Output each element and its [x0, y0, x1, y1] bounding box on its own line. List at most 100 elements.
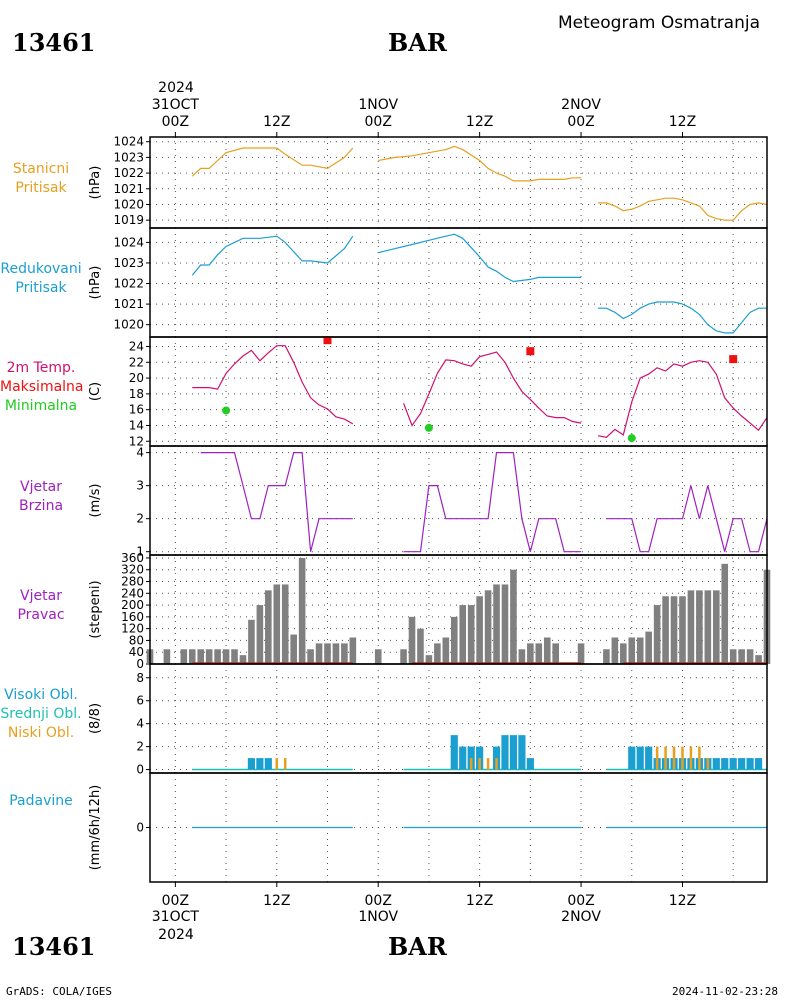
series-line — [403, 452, 582, 553]
wind-direction-bar — [543, 637, 551, 664]
low-cloud-bar — [275, 758, 279, 770]
wind-direction-bar — [687, 590, 695, 664]
bottom-hour-label: 00Z — [161, 893, 190, 909]
station-id-top: 13461 — [12, 28, 96, 57]
y-tick-label: 3 — [136, 479, 144, 493]
y-tick-label: 1024 — [113, 135, 144, 149]
wind-direction-bar — [729, 649, 737, 664]
bottom-hour-label: 00Z — [364, 893, 392, 909]
bottom-date-label: 31OCT — [151, 909, 199, 925]
top-date-label: 2NOV — [561, 97, 601, 113]
bottom-date-label: 2NOV — [561, 909, 601, 925]
low-cloud-bar — [689, 746, 693, 770]
wind-direction-bar — [746, 649, 754, 664]
high-cloud-bar — [450, 735, 458, 770]
wind-direction-bar — [180, 649, 188, 664]
panel-7: 0 (mm/6h/12h) — [88, 772, 768, 883]
wind-direction-bar — [408, 616, 416, 664]
high-cloud-bar — [636, 746, 644, 770]
low-cloud-bar — [469, 758, 473, 770]
low-cloud-bar — [495, 758, 498, 770]
y-tick-label: 22 — [129, 355, 144, 369]
y-tick-label: 240 — [121, 586, 144, 600]
wind-direction-bar — [620, 643, 627, 664]
low-cloud-bar — [664, 746, 667, 770]
y-tick-label: 24 — [129, 339, 144, 353]
y-tick-label: 1021 — [113, 182, 144, 196]
tmax-marker — [729, 355, 738, 364]
y-tick-label: 0 — [136, 821, 144, 835]
wind-direction-bar — [197, 649, 205, 664]
panel-label-3: 2m Temp. Maksimalna Minimalna — [0, 359, 84, 416]
high-cloud-bar — [518, 735, 526, 770]
y-axis-label: (m/s) — [88, 484, 103, 518]
y-tick-label: 14 — [129, 418, 144, 432]
panel-4: 1 2 3 4 (m/s) — [88, 445, 768, 559]
y-tick-label: 16 — [129, 403, 144, 417]
wind-direction-bar — [205, 649, 213, 664]
y-tick-label: 4 — [136, 717, 144, 731]
panel-label-line: Padavine — [9, 792, 73, 809]
wind-direction-bar — [712, 590, 720, 664]
wind-direction-bar — [273, 584, 281, 664]
top-hour-label: 12Z — [263, 114, 291, 130]
low-cloud-bar — [672, 746, 676, 770]
top-hour-label: 12Z — [668, 114, 697, 130]
y-tick-label: 320 — [121, 563, 144, 577]
series-line — [597, 360, 768, 438]
panel-label-line: Vjetar — [20, 587, 62, 604]
y-tick-label: 160 — [121, 610, 144, 624]
panel-label-line: Niski Obl. — [7, 725, 75, 741]
y-axis-label: (stepeni) — [88, 580, 103, 638]
wind-direction-bar — [298, 557, 306, 664]
panel-2: 1020 1021 1022 1023 1024 (hPa) — [88, 227, 768, 338]
top-date-label: 1NOV — [358, 97, 399, 113]
panel-label-6: Visoki Obl. Srednji Obl. Niski Obl. — [0, 686, 82, 743]
wind-direction-bar — [459, 605, 467, 664]
wind-direction-bar — [188, 649, 196, 664]
wind-direction-bar — [552, 643, 559, 664]
panel-frame — [149, 136, 768, 229]
footer-credit: GrADS: COLA/IGES — [6, 985, 112, 998]
high-cloud-bar — [729, 758, 737, 770]
series-line — [403, 351, 582, 427]
series-line — [378, 145, 582, 182]
meteogram-title: Meteogram Osmatranja — [558, 13, 761, 33]
y-tick-label: 1023 — [113, 150, 144, 164]
panel-label-line: Maksimalna — [0, 379, 84, 395]
low-cloud-bar — [681, 746, 684, 770]
station-id-bottom: 13461 — [12, 932, 96, 961]
wind-direction-bar — [434, 643, 441, 664]
wind-direction-bar — [484, 590, 492, 664]
low-cloud-bar — [478, 758, 481, 770]
wind-direction-bar — [662, 596, 669, 664]
panel-label-line: 2m Temp. — [6, 360, 76, 376]
y-tick-label: 0 — [136, 657, 144, 671]
y-tick-label: 360 — [121, 551, 144, 565]
y-tick-label: 1023 — [113, 256, 144, 270]
wind-direction-bar — [315, 643, 323, 664]
y-tick-label: 1022 — [113, 166, 144, 180]
wind-direction-bar — [450, 616, 458, 664]
high-cloud-bar — [628, 746, 636, 770]
wind-direction-bar — [239, 655, 247, 664]
wind-direction-bar — [645, 631, 652, 664]
high-cloud-bar — [264, 758, 272, 770]
y-tick-label: 2 — [136, 740, 144, 754]
low-cloud-bar — [283, 758, 287, 770]
high-cloud-bar — [247, 758, 256, 770]
panel-label-line: Pravac — [17, 606, 65, 623]
tmax-marker — [526, 347, 535, 356]
wind-direction-bar — [527, 643, 534, 664]
wind-direction-bar — [400, 649, 407, 664]
panel-label-line: Pritisak — [15, 279, 67, 296]
location-name-bottom: BAR — [388, 932, 447, 961]
high-cloud-bar — [501, 735, 509, 770]
wind-direction-bar — [493, 584, 500, 664]
panel-label-line: Stanicni — [12, 160, 70, 177]
panel-label-line: Brzina — [18, 497, 64, 514]
wind-direction-bar — [307, 649, 314, 664]
low-cloud-bar — [706, 758, 710, 770]
